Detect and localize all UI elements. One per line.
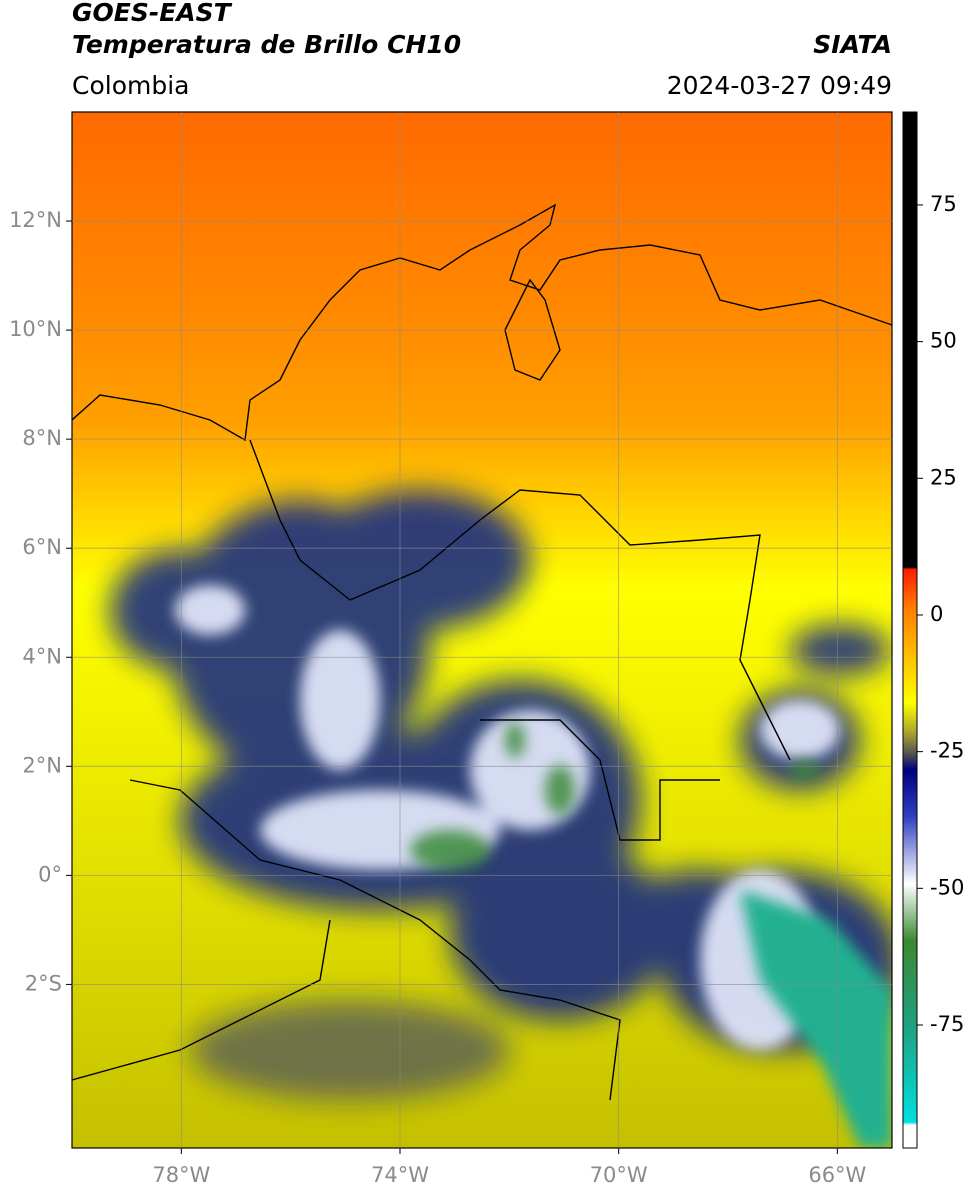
title: GOES-EAST <box>72 0 233 27</box>
source: SIATA <box>813 30 892 59</box>
y-tick-label: 4°N <box>22 644 62 668</box>
y-tick-label: 12°N <box>9 208 62 232</box>
colorbar-tick-label: -75 <box>930 1012 964 1036</box>
x-tick-label: 74°W <box>371 1163 429 1187</box>
x-tick-label: 66°W <box>808 1163 866 1187</box>
x-tick-label: 70°W <box>590 1163 648 1187</box>
region: Colombia <box>72 71 189 100</box>
colorbar-tick-label: 75 <box>930 192 957 216</box>
y-tick-label: 8°N <box>22 426 62 450</box>
y-tick-label: 10°N <box>9 317 62 341</box>
colorbar-tick-label: -50 <box>930 875 964 899</box>
y-tick-label: 0° <box>38 862 62 886</box>
y-tick-label: 6°N <box>22 535 62 559</box>
map-imagery <box>72 112 892 1148</box>
colorbar <box>902 111 918 1149</box>
subtitle: Temperatura de Brillo CH10 <box>72 30 461 59</box>
colorbar-tick-label: 50 <box>930 329 957 353</box>
colorbar-tick-label: 25 <box>930 465 957 489</box>
map-frame <box>71 111 893 1149</box>
colorbar-tick-label: 0 <box>930 602 943 626</box>
colorbar-tick-label: -25 <box>930 739 964 763</box>
y-tick-label: 2°S <box>25 971 62 995</box>
x-tick-label: 78°W <box>152 1163 210 1187</box>
datetime: 2024-03-27 09:49 <box>667 71 892 100</box>
y-tick-label: 2°N <box>22 753 62 777</box>
